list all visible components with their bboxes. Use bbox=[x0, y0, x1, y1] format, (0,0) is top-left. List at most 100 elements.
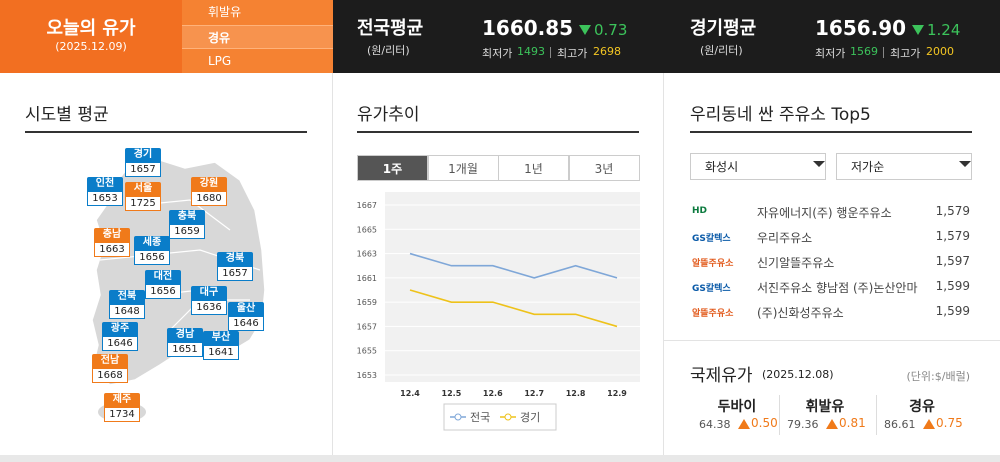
intl-price: 86.61 bbox=[884, 418, 916, 431]
brand-logo: HD bbox=[692, 206, 708, 216]
region-value: 1651 bbox=[167, 342, 203, 357]
region-value: 1646 bbox=[228, 316, 264, 331]
region-name[interactable]: 세종 bbox=[134, 236, 170, 250]
average-change: 0.73 bbox=[594, 21, 628, 39]
separator bbox=[883, 47, 884, 58]
section-title: 시도별 평균 bbox=[25, 105, 109, 125]
header-title: 오늘의 유가 bbox=[46, 18, 136, 39]
region-value: 1668 bbox=[92, 368, 128, 383]
intl-price: 64.38 bbox=[699, 418, 731, 431]
header-date: (2025.12.09) bbox=[55, 40, 127, 53]
intl-name: 휘발유 bbox=[805, 399, 845, 415]
y-tick-label: 1667 bbox=[357, 201, 377, 210]
fuel-tab[interactable]: 경유 bbox=[182, 24, 333, 49]
region-name[interactable]: 경남 bbox=[167, 328, 203, 342]
region-name[interactable]: 울산 bbox=[228, 302, 264, 316]
intl-change: 0.81 bbox=[839, 416, 866, 430]
period-tab[interactable]: 1개월 bbox=[427, 155, 499, 181]
y-tick-label: 1661 bbox=[357, 274, 377, 283]
station-price: 1,599 bbox=[935, 304, 970, 318]
max-value: 2000 bbox=[926, 45, 954, 58]
region-value: 1663 bbox=[94, 242, 130, 257]
x-tick-label: 12.5 bbox=[442, 389, 462, 398]
x-tick-label: 12.7 bbox=[524, 389, 544, 398]
station-name[interactable]: 우리주유소 bbox=[757, 231, 813, 245]
up-arrow bbox=[738, 419, 750, 429]
y-tick-label: 1665 bbox=[357, 225, 377, 234]
station-price: 1,579 bbox=[935, 204, 970, 218]
region-name[interactable]: 광주 bbox=[102, 322, 138, 336]
region-value: 1659 bbox=[169, 224, 205, 239]
region-value: 1680 bbox=[191, 191, 227, 206]
intl-title: 국제유가 bbox=[690, 366, 753, 386]
region-name[interactable]: 대전 bbox=[145, 270, 181, 284]
period-tab[interactable]: 3년 bbox=[568, 155, 640, 181]
x-tick-label: 12.6 bbox=[483, 389, 503, 398]
region-name[interactable]: 전북 bbox=[109, 290, 145, 304]
station-name[interactable]: 자유에너지(주) 행운주유소 bbox=[757, 206, 892, 220]
footer-bar bbox=[0, 455, 1000, 462]
fuel-tab[interactable]: 휘발유 bbox=[208, 5, 242, 19]
legend-label: 경기 bbox=[520, 411, 540, 424]
section-underline bbox=[25, 131, 307, 133]
period-tab[interactable]: 1주 bbox=[357, 155, 428, 181]
region-name[interactable]: 경기 bbox=[125, 148, 161, 162]
average-change: 1.24 bbox=[927, 21, 961, 39]
y-tick-label: 1657 bbox=[357, 322, 377, 331]
legend-marker bbox=[454, 413, 462, 421]
select-box[interactable]: 화성시 bbox=[690, 153, 826, 180]
region-name[interactable]: 인천 bbox=[87, 177, 123, 191]
region-name[interactable]: 경북 bbox=[217, 252, 253, 266]
region-value: 1646 bbox=[102, 336, 138, 351]
series-line bbox=[409, 289, 618, 328]
region-value: 1657 bbox=[125, 162, 161, 177]
y-tick-label: 1659 bbox=[357, 298, 377, 307]
x-tick-label: 12.4 bbox=[400, 389, 420, 398]
section-underline bbox=[690, 131, 972, 133]
station-price: 1,597 bbox=[935, 254, 970, 268]
down-arrow bbox=[912, 25, 924, 35]
region-value: 1725 bbox=[125, 196, 161, 211]
min-label: 최저가 bbox=[482, 47, 513, 60]
max-label: 최고가 bbox=[890, 47, 921, 60]
station-name[interactable]: 서진주유소 향남점 (주)논산안마 bbox=[757, 281, 918, 295]
station-name[interactable]: 신기알뜰주유소 bbox=[757, 256, 835, 270]
divider bbox=[332, 73, 333, 455]
region-value: 1656 bbox=[145, 284, 181, 299]
max-label: 최고가 bbox=[557, 47, 588, 60]
region-name[interactable]: 전남 bbox=[92, 354, 128, 368]
average-label: 전국평균 bbox=[357, 18, 424, 39]
region-value: 1641 bbox=[203, 345, 239, 360]
divider bbox=[779, 395, 780, 435]
map-borders bbox=[99, 199, 261, 331]
region-name[interactable]: 대구 bbox=[191, 286, 227, 300]
min-value: 1569 bbox=[850, 45, 878, 58]
min-value: 1493 bbox=[517, 45, 545, 58]
region-name[interactable]: 충북 bbox=[169, 210, 205, 224]
average-price: 1660.85 bbox=[482, 16, 574, 40]
brand-logo: 알뜰주유소 bbox=[692, 309, 734, 319]
region-name[interactable]: 부산 bbox=[203, 331, 239, 345]
region-name[interactable]: 충남 bbox=[94, 228, 130, 242]
region-value: 1656 bbox=[134, 250, 170, 265]
intl-date: (2025.12.08) bbox=[762, 368, 834, 381]
average-unit: (원/리터) bbox=[367, 44, 410, 57]
header-prices bbox=[333, 0, 1000, 73]
section-underline bbox=[357, 131, 639, 133]
region-name[interactable]: 서울 bbox=[125, 182, 161, 196]
station-name[interactable]: (주)신화성주유소 bbox=[757, 306, 844, 320]
fuel-tab[interactable]: LPG bbox=[208, 54, 232, 68]
average-label: 경기평균 bbox=[690, 18, 757, 39]
intl-price: 79.36 bbox=[787, 418, 819, 431]
y-tick-label: 1653 bbox=[357, 371, 377, 380]
region-name[interactable]: 강원 bbox=[191, 177, 227, 191]
down-arrow bbox=[579, 25, 591, 35]
region-value: 1734 bbox=[104, 407, 140, 422]
select-box[interactable]: 저가순 bbox=[836, 153, 972, 180]
intl-unit: (단위:$/배럴) bbox=[906, 370, 970, 383]
period-tab[interactable]: 1년 bbox=[498, 155, 569, 181]
divider bbox=[664, 340, 1000, 341]
intl-change: 0.75 bbox=[936, 416, 963, 430]
region-name[interactable]: 제주 bbox=[104, 393, 140, 407]
